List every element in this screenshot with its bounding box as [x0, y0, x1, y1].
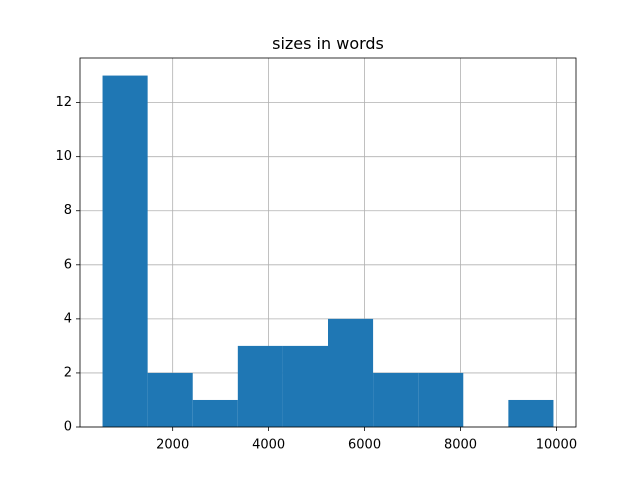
- bar: [508, 399, 554, 427]
- bar: [373, 372, 419, 427]
- y-tick-label: 6: [64, 257, 72, 272]
- bar: [282, 345, 328, 427]
- bar: [418, 372, 464, 427]
- y-tick-label: 12: [55, 95, 72, 110]
- y-tick-label: 8: [64, 203, 72, 218]
- y-tick-label: 4: [64, 311, 72, 326]
- x-tick-label: 6000: [348, 438, 381, 453]
- bar: [102, 75, 148, 428]
- chart-title: sizes in words: [272, 34, 384, 53]
- bar: [147, 372, 193, 427]
- bar: [192, 399, 238, 427]
- y-tick-label: 10: [55, 149, 72, 164]
- y-tick-label: 2: [64, 365, 72, 380]
- y-tick-label: 0: [64, 420, 72, 435]
- bar: [237, 345, 283, 427]
- x-tick-label: 2000: [156, 438, 189, 453]
- x-tick-label: 8000: [444, 438, 477, 453]
- axes-frame: [79, 57, 577, 428]
- x-tick-label: 10000: [536, 438, 577, 453]
- x-tick-label: 4000: [252, 438, 285, 453]
- bar: [328, 318, 374, 427]
